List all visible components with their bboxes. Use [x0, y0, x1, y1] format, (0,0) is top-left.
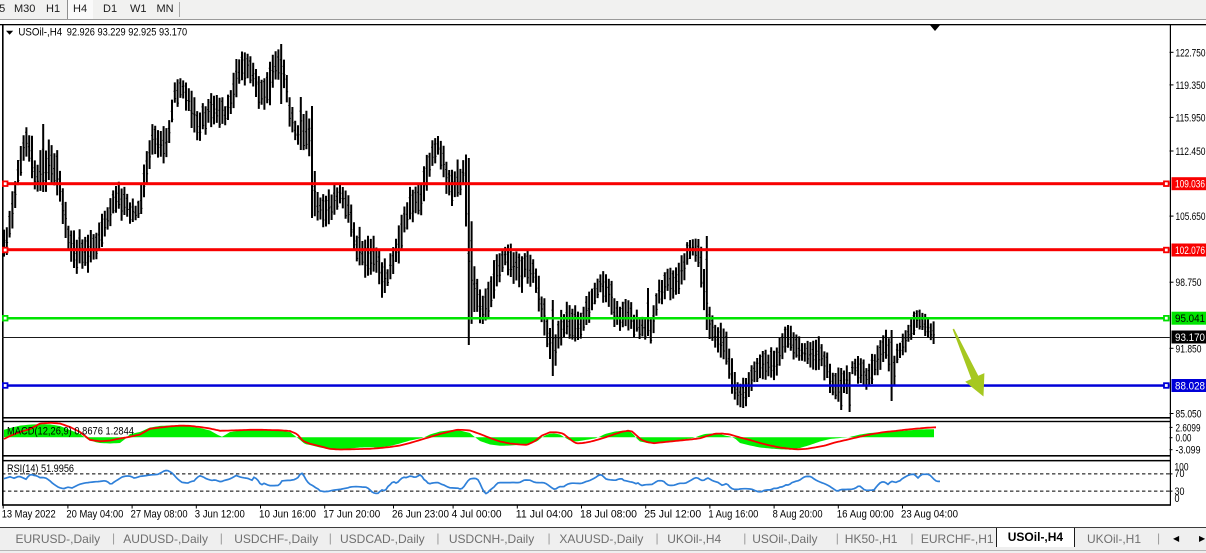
svg-text:18 Jul 08:00: 18 Jul 08:00	[580, 509, 637, 521]
svg-text:95.041: 95.041	[1175, 313, 1205, 325]
svg-text:98.750: 98.750	[1176, 277, 1202, 289]
svg-text:-3.099: -3.099	[1176, 445, 1201, 457]
svg-text:119.350: 119.350	[1176, 80, 1206, 92]
svg-text:26 Jun 23:00: 26 Jun 23:00	[392, 509, 449, 521]
svg-text:2.6099: 2.6099	[1176, 422, 1201, 434]
svg-text:8 Aug 20:00: 8 Aug 20:00	[773, 509, 823, 521]
svg-text:10 Jun 16:00: 10 Jun 16:00	[259, 509, 316, 521]
svg-text:70: 70	[1175, 468, 1185, 480]
svg-text:109.036: 109.036	[1175, 179, 1205, 191]
svg-text:16 Aug 00:00: 16 Aug 00:00	[837, 509, 894, 521]
svg-text:20 May 04:00: 20 May 04:00	[66, 509, 123, 521]
svg-text:3 Jun 12:00: 3 Jun 12:00	[195, 509, 245, 521]
svg-text:25 Jul 12:00: 25 Jul 12:00	[644, 509, 701, 521]
svg-text:0: 0	[1175, 493, 1180, 505]
svg-text:23 Aug 04:00: 23 Aug 04:00	[901, 509, 958, 521]
svg-text:88.028: 88.028	[1175, 381, 1205, 393]
svg-text:100: 100	[1175, 462, 1189, 474]
svg-text:102.076: 102.076	[1175, 245, 1205, 257]
svg-text:93.170: 93.170	[1175, 332, 1205, 344]
svg-text:122.750: 122.750	[1176, 47, 1206, 59]
svg-text:USOil-,H4: USOil-,H4	[18, 27, 62, 39]
svg-text:115.950: 115.950	[1176, 112, 1206, 124]
svg-text:MACD(12,26,9) 0.8676 1.2844: MACD(12,26,9) 0.8676 1.2844	[7, 426, 134, 438]
svg-text:0.00: 0.00	[1176, 433, 1192, 445]
svg-text:91.850: 91.850	[1176, 343, 1202, 355]
svg-text:11 Jul 04:00: 11 Jul 04:00	[516, 509, 573, 521]
svg-text:4 Jul 00:00: 4 Jul 00:00	[452, 509, 502, 521]
svg-text:92.926 93.229 92.925 93.170: 92.926 93.229 92.925 93.170	[67, 27, 188, 39]
svg-text:30: 30	[1175, 486, 1185, 498]
svg-text:1 Aug 16:00: 1 Aug 16:00	[708, 509, 758, 521]
svg-text:112.450: 112.450	[1176, 146, 1206, 158]
svg-text:105.650: 105.650	[1176, 211, 1206, 223]
svg-text:13 May 2022: 13 May 2022	[2, 509, 56, 521]
svg-text:85.050: 85.050	[1176, 409, 1202, 421]
svg-text:RSI(14) 51.9956: RSI(14) 51.9956	[7, 463, 74, 475]
svg-text:17 Jun 20:00: 17 Jun 20:00	[323, 509, 380, 521]
svg-text:27 May 08:00: 27 May 08:00	[131, 509, 188, 521]
